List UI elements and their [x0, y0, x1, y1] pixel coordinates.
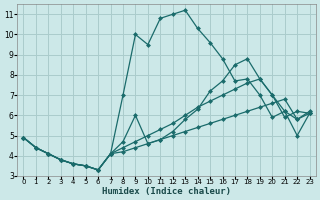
X-axis label: Humidex (Indice chaleur): Humidex (Indice chaleur)	[102, 187, 231, 196]
